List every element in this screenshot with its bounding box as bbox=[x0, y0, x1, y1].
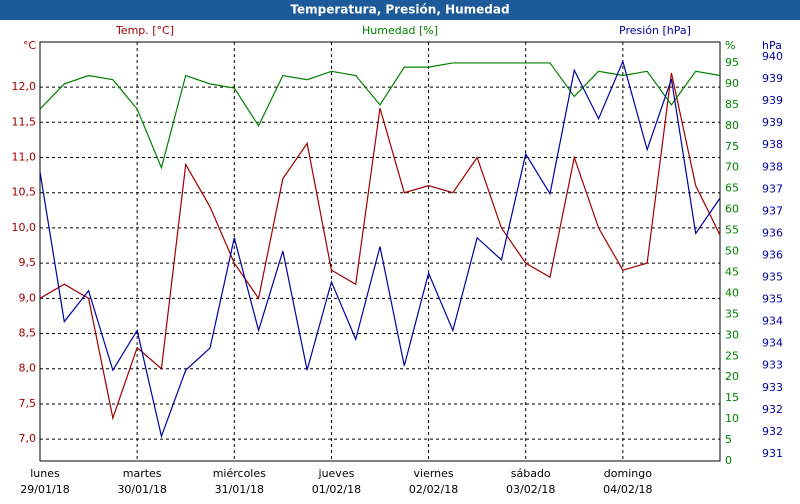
y2-tick-label: 30 bbox=[725, 328, 739, 341]
y2-tick-label: 25 bbox=[725, 349, 739, 362]
x-tick-date: 01/02/18 bbox=[312, 483, 361, 496]
y2-tick-label: 75 bbox=[725, 140, 739, 153]
y2-unit: % bbox=[725, 39, 735, 52]
y3-tick-label: 931 bbox=[762, 447, 783, 460]
y-tick-label: 12,0 bbox=[12, 80, 37, 93]
y2-tick-label: 80 bbox=[725, 119, 739, 132]
y2-tick-label: 20 bbox=[725, 370, 739, 383]
y3-tick-label: 932 bbox=[762, 403, 783, 416]
y3-axis-title: Presión [hPa] bbox=[619, 24, 691, 37]
y3-tick-label: 934 bbox=[762, 337, 783, 350]
y3-tick-label: 934 bbox=[762, 315, 783, 328]
y2-tick-label: 85 bbox=[725, 98, 739, 111]
y3-tick-label: 933 bbox=[762, 359, 783, 372]
y-tick-label: 7,5 bbox=[19, 397, 37, 410]
y-unit: °C bbox=[23, 39, 37, 52]
x-tick-label: martes bbox=[123, 467, 162, 480]
y3-tick-label: 937 bbox=[762, 204, 783, 217]
x-tick-date: 04/02/18 bbox=[603, 483, 652, 496]
series-line bbox=[39, 59, 721, 439]
y2-tick-label: 45 bbox=[725, 265, 739, 278]
y3-tick-label: 938 bbox=[762, 160, 783, 173]
y-tick-label: 8,5 bbox=[19, 327, 37, 340]
x-tick-label: domingo bbox=[604, 467, 652, 480]
title-bar bbox=[0, 0, 800, 20]
y3-tick-label: 935 bbox=[762, 293, 783, 306]
y3-tick-label: 939 bbox=[762, 72, 783, 85]
y3-tick-label: 933 bbox=[762, 381, 783, 394]
x-tick-date: 30/01/18 bbox=[117, 483, 166, 496]
y2-tick-label: 15 bbox=[725, 391, 739, 404]
y3-tick-label: 939 bbox=[762, 116, 783, 129]
y3-tick-label: 932 bbox=[762, 425, 783, 438]
y-tick-label: 8,0 bbox=[19, 362, 37, 375]
x-tick-date: 02/02/18 bbox=[409, 483, 458, 496]
y2-tick-label: 60 bbox=[725, 203, 739, 216]
y-tick-label: 9,0 bbox=[19, 291, 37, 304]
series-line bbox=[39, 72, 721, 421]
y2-tick-label: 0 bbox=[725, 454, 732, 467]
y3-tick-label: 935 bbox=[762, 271, 783, 284]
x-tick-date: 29/01/18 bbox=[20, 483, 69, 496]
y2-axis-title: Humedad [%] bbox=[362, 24, 438, 37]
y-axis-title: Temp. [°C] bbox=[115, 24, 174, 37]
y-tick-label: 7,0 bbox=[19, 432, 37, 445]
y3-tick-label: 937 bbox=[762, 182, 783, 195]
y2-tick-label: 95 bbox=[725, 56, 739, 69]
y2-tick-label: 65 bbox=[725, 182, 739, 195]
x-tick-date: 03/02/18 bbox=[506, 483, 555, 496]
y2-tick-label: 70 bbox=[725, 161, 739, 174]
x-tick-label: jueves bbox=[318, 467, 355, 480]
series-line bbox=[39, 62, 721, 170]
x-tick-label: sábado bbox=[511, 467, 551, 480]
y3-tick-label: 939 bbox=[762, 94, 783, 107]
x-tick-label: miércoles bbox=[213, 467, 266, 480]
y2-tick-label: 40 bbox=[725, 286, 739, 299]
x-tick-label: lunes bbox=[30, 467, 60, 480]
y3-tick-label: 936 bbox=[762, 226, 783, 239]
x-tick-label: viernes bbox=[414, 467, 454, 480]
x-tick-date: 31/01/18 bbox=[215, 483, 264, 496]
y2-tick-label: 90 bbox=[725, 77, 739, 90]
chart-title: Temperatura, Presión, Humedad bbox=[290, 3, 509, 17]
y2-tick-label: 50 bbox=[725, 245, 739, 258]
y3-tick-label: 938 bbox=[762, 138, 783, 151]
y2-tick-label: 10 bbox=[725, 412, 739, 425]
y-tick-label: 11,0 bbox=[12, 150, 37, 163]
y2-tick-label: 35 bbox=[725, 307, 739, 320]
y-tick-label: 10,0 bbox=[12, 221, 37, 234]
y-tick-label: 11,5 bbox=[12, 115, 37, 128]
y3-tick-label: 940 bbox=[762, 50, 783, 63]
y-tick-label: 9,5 bbox=[19, 256, 37, 269]
y3-tick-label: 936 bbox=[762, 248, 783, 261]
y2-tick-label: 55 bbox=[725, 224, 739, 237]
y-tick-label: 10,5 bbox=[12, 186, 37, 199]
y3-unit: hPa bbox=[762, 39, 782, 52]
y2-tick-label: 5 bbox=[725, 433, 732, 446]
